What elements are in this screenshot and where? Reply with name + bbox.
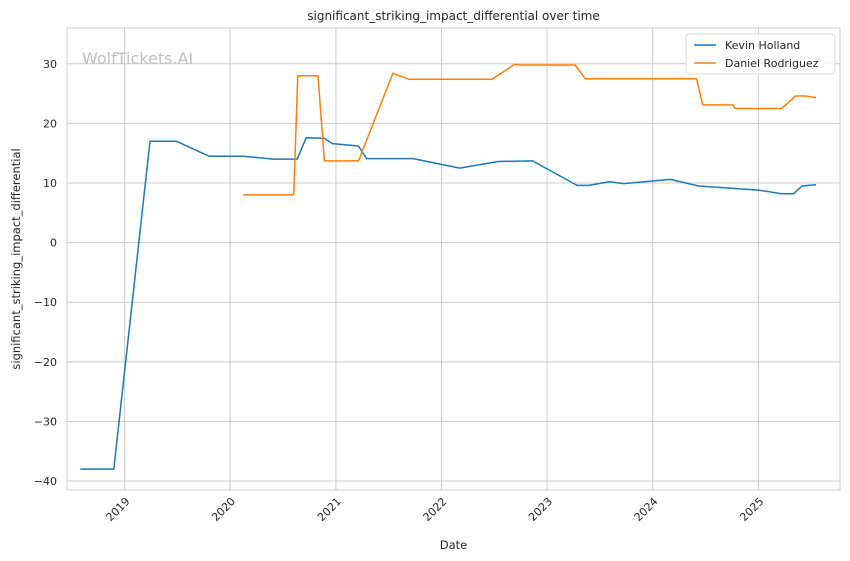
y-tick-label: −30 [34,415,57,428]
legend-entry-label: Daniel Rodriguez [725,57,819,70]
watermark-text: WolfTickets.AI [82,49,193,68]
legend-entry-label: Kevin Holland [725,39,800,52]
y-tick-label: −10 [34,296,57,309]
legend: Kevin Holland Daniel Rodriguez [685,33,836,75]
chart-title: significant_striking_impact_differential… [307,9,599,23]
y-tick-label: 30 [43,58,57,71]
y-tick-labels: −40 −30 −20 −10 0 10 20 30 [34,58,57,488]
y-tick-label: 10 [43,177,57,190]
series-line [243,63,817,196]
y-tick-label: 20 [43,117,57,130]
series-lines [80,63,817,470]
y-tick-label: −20 [34,356,57,369]
grid-lines [67,28,840,490]
y-tick-label: 0 [50,237,57,250]
legend-box [685,33,836,75]
y-tick-label: −40 [34,475,57,488]
plot-frame [66,27,841,491]
x-axis-label: Date [440,538,468,552]
y-axis-label: significant_striking_impact_differential [9,148,23,369]
series-line [80,136,817,470]
